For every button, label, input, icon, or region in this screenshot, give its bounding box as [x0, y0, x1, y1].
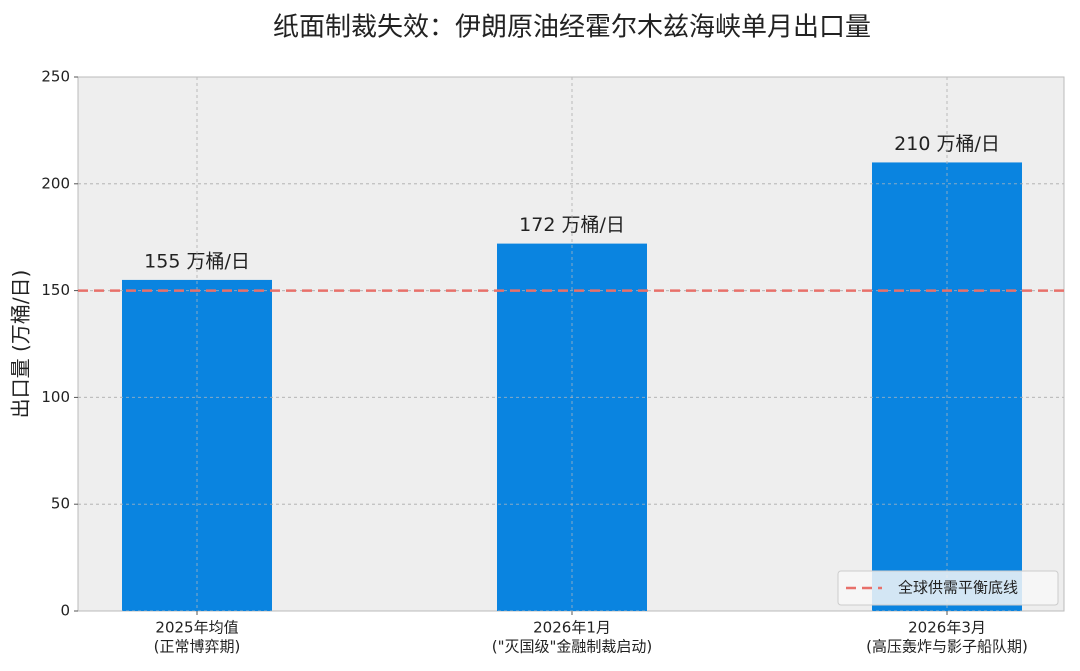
x-tick-label: (高压轰炸与影子船队期): [866, 638, 1028, 656]
bar: [872, 162, 1022, 611]
y-tick-label: 200: [41, 174, 70, 192]
y-tick-label: 150: [41, 281, 70, 299]
y-tick-label: 0: [60, 602, 70, 620]
y-tick-label: 100: [41, 388, 70, 406]
value-label: 172 万桶/日: [519, 214, 625, 236]
x-tick-label: ("灭国级"金融制裁启动): [492, 638, 653, 656]
value-label: 155 万桶/日: [144, 250, 250, 272]
x-tick-label: (正常博弈期): [154, 638, 241, 656]
y-tick-label: 50: [51, 495, 70, 513]
y-axis-label: 出口量 (万桶/日): [9, 270, 33, 419]
chart-title: 纸面制裁失效：伊朗原油经霍尔木兹海峡单月出口量: [273, 13, 871, 43]
x-tick-label: 2026年1月: [533, 619, 611, 637]
legend-box: [837, 570, 1059, 606]
x-tick-label: 2025年均值: [155, 619, 238, 637]
legend-label: 全球供需平衡底线: [898, 579, 1018, 597]
y-tick-label: 250: [41, 68, 70, 86]
x-tick-label: 2026年3月: [908, 619, 986, 637]
